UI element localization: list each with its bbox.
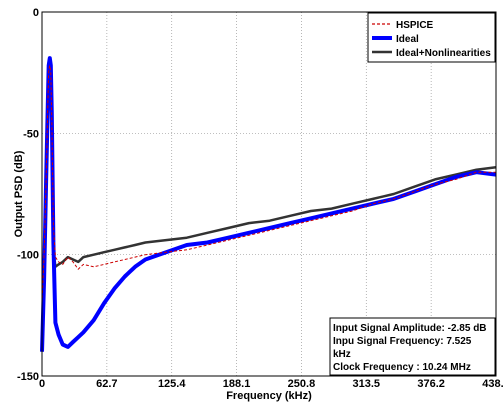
annotation-line-3: kHz [333,349,351,360]
x-tick-label: 313.5 [353,378,381,390]
y-tick-label: -100 [17,250,39,262]
legend: HSPICE Ideal Ideal+Nonlinearities [367,12,496,63]
plot-frame [41,11,497,377]
x-tick-labels: 0 62.7 125.4 188.1 250.8 313.5 376.2 438.9 [39,378,503,390]
legend-label-ideal: Ideal [396,34,419,45]
x-axis-label: Frequency (kHz) [226,390,312,402]
x-tick-label: 62.7 [96,378,117,390]
y-tick-label: -50 [23,128,39,140]
annotation-line-1: Input Signal Amplitude: -2.85 dB [333,323,487,334]
annotation-box: Input Signal Amplitude: -2.85 dB Inpu Si… [329,317,496,376]
grid-lines [42,12,496,376]
x-tick-label: 0 [39,378,45,390]
y-tick-labels: 0 -50 -100 -150 [17,7,39,383]
x-tick-label: 188.1 [223,378,251,390]
x-tick-label: 250.8 [288,378,316,390]
legend-label-hspice: HSPICE [396,20,434,31]
annotation-frame [329,317,496,376]
legend-label-nonlinear: Ideal+Nonlinearities [396,48,491,59]
x-tick-label: 125.4 [158,378,186,390]
annotation-line-4: Clock Frequency : 10.24 MHz [333,362,471,373]
y-axis-label: Output PSD (dB) [13,150,25,237]
series-line-ideal [40,56,497,352]
plot-background [42,12,496,376]
y-tick-label: 0 [33,7,39,19]
annotation-line-2: Inpu Signal Frequency: 7.525 [333,336,472,347]
x-tick-label: 376.2 [417,378,445,390]
y-tick-label: -150 [17,371,39,383]
series-lines [40,56,497,352]
series-line-hspice [41,64,496,304]
x-tick-label: 438.9 [482,378,503,390]
